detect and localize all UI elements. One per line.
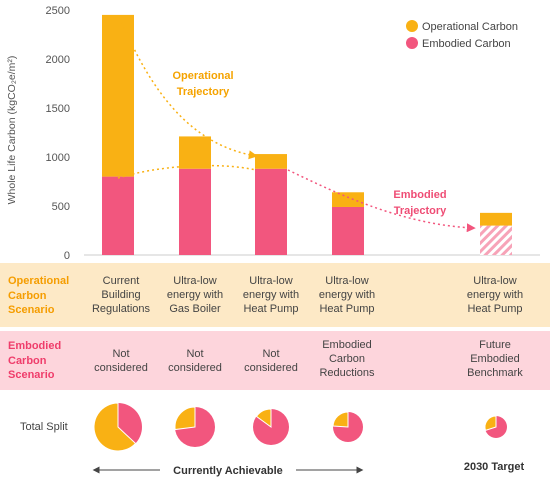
- pie-operational: [484, 415, 497, 432]
- embodied-band: [0, 331, 550, 390]
- operational-cell-3: Ultra-low energy with Heat Pump: [242, 275, 300, 315]
- legend-operational-label: Operational Carbon: [422, 21, 518, 33]
- bar-operational: [332, 192, 364, 207]
- currently-achievable-label: Currently Achievable: [173, 465, 283, 477]
- y-tick-label: 1500: [46, 103, 70, 115]
- operational-cell-2: Ultra-low energy with Gas Boiler: [166, 275, 224, 315]
- bar-operational: [480, 212, 512, 226]
- operational-cell-1: Current Building Regulations: [91, 275, 151, 315]
- y-tick-label: 500: [52, 201, 70, 213]
- bar-operational: [255, 154, 287, 169]
- y-axis-label: Whole Life Carbon (kgCO₂e/m²): [6, 56, 18, 205]
- bar-embodied: [332, 206, 364, 255]
- bar-operational: [179, 136, 211, 169]
- embodied-cell-2: Not considered: [168, 348, 222, 374]
- operational-band: [0, 263, 550, 327]
- target-2030-label: 2030 Target: [464, 461, 525, 473]
- bar-embodied: [255, 168, 287, 255]
- embodied-cell-3: Not considered: [244, 348, 298, 374]
- y-tick-label: 1000: [46, 152, 70, 164]
- embodied-cell-5: Future Embodied Benchmark: [467, 339, 523, 379]
- embodied-cell-1: Not considered: [94, 348, 148, 374]
- operational-trajectory-line: [117, 164, 257, 179]
- operational-scenario-header: Operational Carbon Scenario: [8, 275, 70, 316]
- bar-embodied: [179, 168, 211, 255]
- y-tick-label: 2000: [46, 54, 70, 66]
- y-tick-label: 0: [64, 250, 70, 262]
- embodied-trajectory-label: Embodied Trajectory: [393, 189, 447, 217]
- total-split-label: Total Split: [20, 421, 68, 433]
- operational-cell-5: Ultra-low energy with Heat Pump: [466, 275, 524, 315]
- bar-embodied: [480, 225, 512, 255]
- legend-operational-swatch: [406, 20, 418, 32]
- pie-operational: [255, 408, 272, 428]
- pies: [93, 402, 507, 452]
- legend: Operational Carbon Embodied Carbon: [406, 20, 518, 50]
- embodied-scenario-header: Embodied Carbon Scenario: [8, 340, 62, 381]
- bar-embodied: [102, 176, 134, 255]
- axes: 0 500 1000 1500 2000 2500: [46, 5, 540, 262]
- bar-operational: [102, 14, 134, 177]
- embodied-cell-4: Embodied Carbon Reductions: [319, 339, 375, 379]
- pie-operational: [174, 406, 196, 431]
- pie-operational: [332, 411, 349, 428]
- bars: [102, 14, 512, 255]
- legend-embodied-swatch: [406, 37, 418, 49]
- operational-cell-4: Ultra-low energy with Heat Pump: [318, 275, 376, 315]
- pie-operational: [93, 402, 137, 452]
- y-tick-label: 2500: [46, 5, 70, 17]
- operational-trajectory-label: Operational Trajectory: [172, 70, 233, 98]
- legend-embodied-label: Embodied Carbon: [422, 38, 511, 50]
